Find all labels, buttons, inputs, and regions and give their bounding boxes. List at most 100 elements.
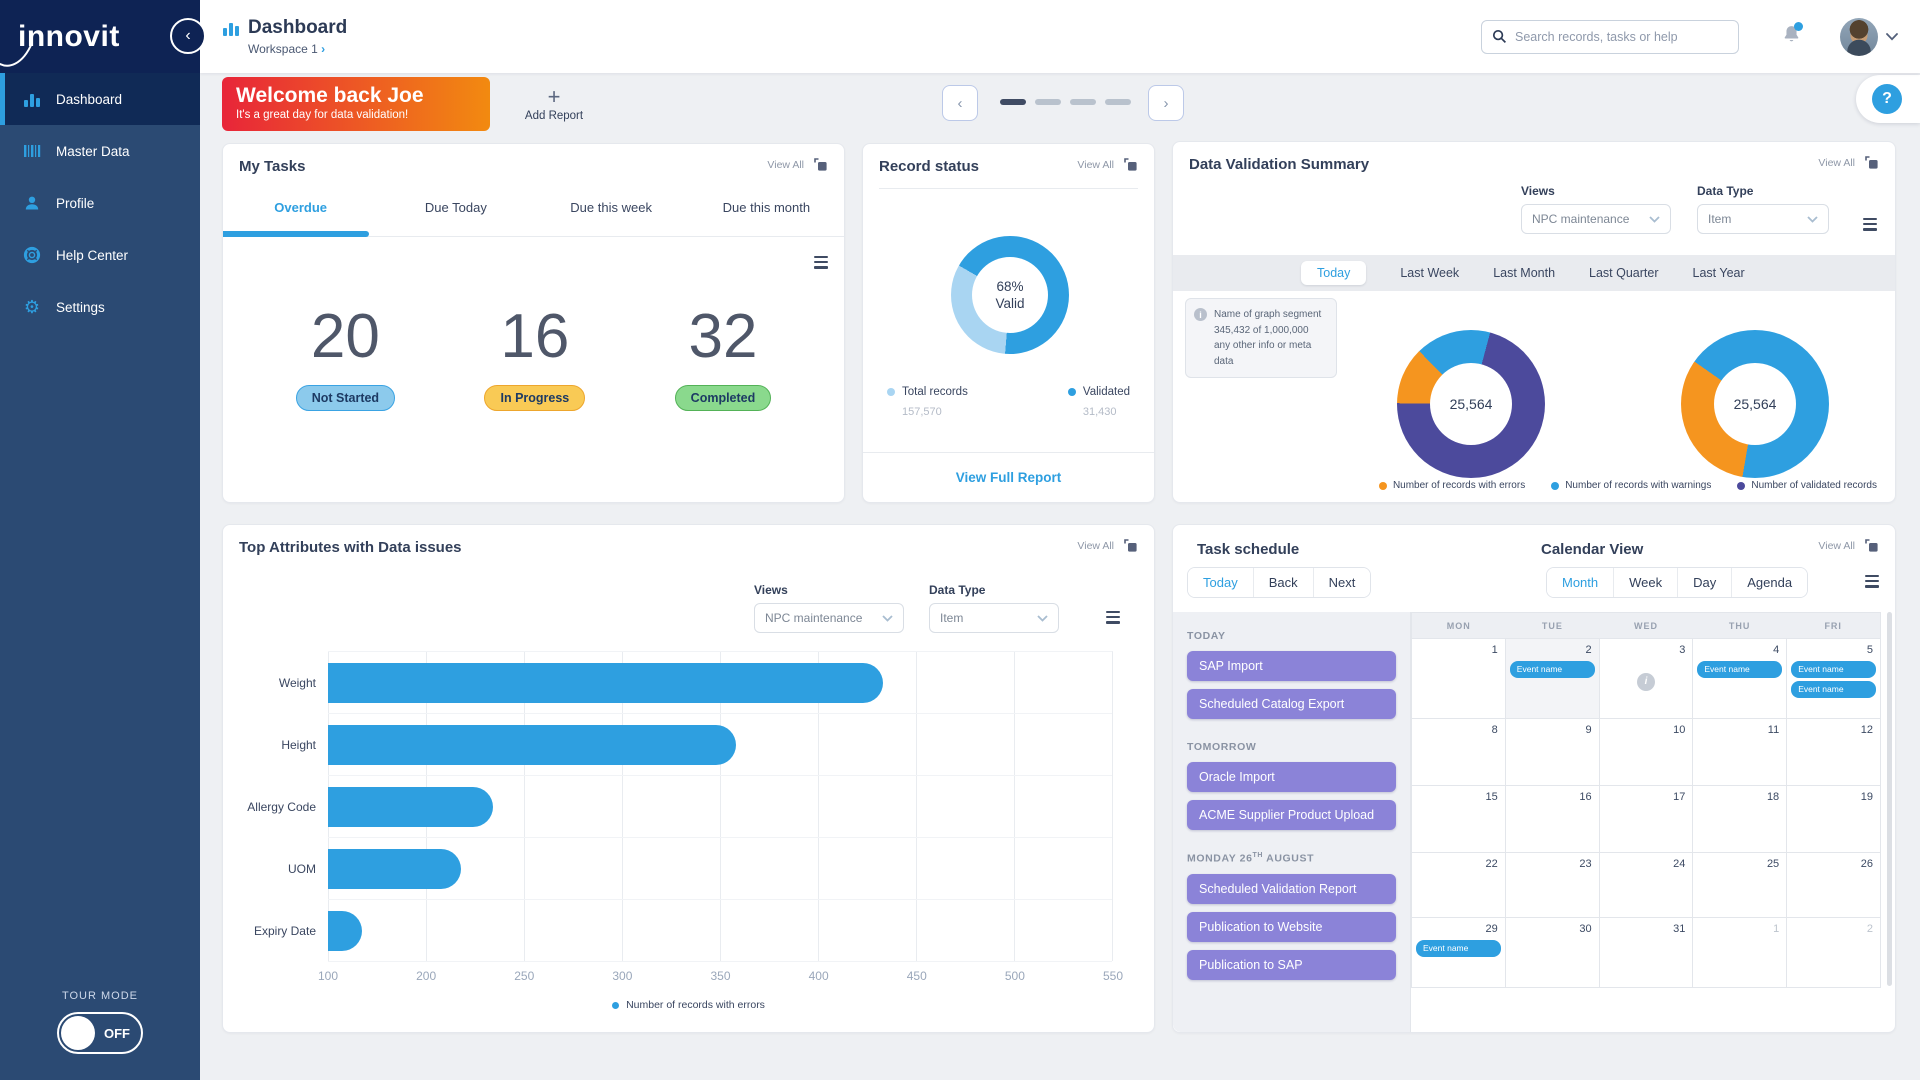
calendar-date: 11 — [1767, 724, 1780, 736]
info-icon[interactable]: i — [1636, 672, 1655, 691]
search-input[interactable] — [1515, 29, 1728, 44]
schedule-back-button[interactable]: Back — [1253, 568, 1314, 597]
calendar-day-cell[interactable]: 9 — [1505, 719, 1600, 786]
data-type-select[interactable]: Item — [929, 603, 1059, 633]
add-report-button[interactable]: + Add Report — [524, 84, 584, 122]
schedule-next-button[interactable]: Next — [1313, 568, 1371, 597]
calendar-day-cell[interactable]: 19 — [1787, 786, 1881, 853]
task-acme-supplier-product-upload-button[interactable]: ACME Supplier Product Upload — [1187, 800, 1396, 830]
tour-mode-toggle[interactable]: OFF — [57, 1012, 143, 1054]
sidebar-item-master-data[interactable]: Master Data — [0, 125, 200, 177]
calendar-day-cell[interactable]: 1 — [1412, 639, 1506, 719]
range-tab-last-quarter[interactable]: Last Quarter — [1589, 266, 1659, 280]
calendar-day-cell[interactable]: 2 — [1787, 918, 1881, 988]
views-select[interactable]: NPC maintenance — [1521, 204, 1671, 234]
range-tab-last-month[interactable]: Last Month — [1493, 266, 1556, 280]
sidebar-item-dashboard[interactable]: Dashboard — [0, 73, 200, 125]
carousel-next-button[interactable]: › — [1148, 85, 1184, 121]
calendar-day-cell[interactable]: 11 — [1693, 719, 1788, 786]
calendar-week-button[interactable]: Week — [1614, 568, 1679, 597]
calendar-day-cell[interactable]: 4 Event name — [1693, 639, 1788, 719]
schedule-today-button[interactable]: Today — [1188, 568, 1254, 597]
task-oracle-import-button[interactable]: Oracle Import — [1187, 762, 1396, 792]
views-select[interactable]: NPC maintenance — [754, 603, 904, 633]
calendar-day-cell[interactable]: 16 — [1505, 786, 1600, 853]
sidebar-item-profile[interactable]: Profile — [0, 177, 200, 229]
range-tab-today[interactable]: Today — [1301, 261, 1367, 285]
tab-overdue[interactable]: Overdue — [274, 200, 327, 215]
calendar-day-cell[interactable]: 29 Event name — [1412, 918, 1506, 988]
breadcrumb[interactable]: Workspace 1 › — [248, 42, 326, 56]
calendar-event[interactable]: Event name — [1791, 681, 1876, 698]
calendar-day-cell[interactable]: 25 — [1693, 853, 1788, 918]
carousel-dot[interactable] — [1105, 99, 1131, 105]
expand-icon[interactable] — [1865, 156, 1879, 170]
task-publication-to-website-button[interactable]: Publication to Website — [1187, 911, 1396, 942]
range-tab-last-week[interactable]: Last Week — [1400, 266, 1460, 280]
calendar-event[interactable]: Event name — [1509, 661, 1595, 678]
help-button[interactable]: ? — [1856, 75, 1920, 123]
view-full-report-link[interactable]: View Full Report — [955, 470, 1062, 485]
calendar-day-cell[interactable]: 23 — [1505, 853, 1600, 918]
view-all-link[interactable]: View All — [1077, 159, 1114, 171]
calendar-day-button[interactable]: Day — [1678, 568, 1733, 597]
calendar-day-cell[interactable]: 17 — [1599, 786, 1694, 853]
expand-icon[interactable] — [1124, 539, 1138, 553]
carousel-dot[interactable] — [1000, 99, 1026, 105]
tab-due-this-week[interactable]: Due this week — [570, 200, 652, 215]
carousel-prev-button[interactable]: ‹ — [942, 85, 978, 121]
calendar-day-cell[interactable]: 15 — [1412, 786, 1506, 853]
expand-icon[interactable] — [814, 158, 828, 172]
calendar-day-cell[interactable]: 18 — [1693, 786, 1788, 853]
expand-icon[interactable] — [1865, 539, 1879, 553]
carousel-dot[interactable] — [1035, 99, 1061, 105]
task-scheduled-validation-report-button[interactable]: Scheduled Validation Report — [1187, 873, 1396, 904]
menu-icon[interactable] — [814, 256, 828, 269]
chevron-down-icon[interactable] — [1886, 32, 1898, 41]
calendar-month-button[interactable]: Month — [1547, 568, 1615, 597]
menu-icon[interactable] — [1863, 218, 1877, 231]
calendar-day-cell[interactable]: 24 — [1599, 853, 1694, 918]
calendar-agenda-button[interactable]: Agenda — [1732, 568, 1808, 597]
sidebar-item-settings[interactable]: ⚙ Settings — [0, 281, 200, 333]
user-avatar[interactable] — [1840, 17, 1878, 56]
expand-icon[interactable] — [1124, 158, 1138, 172]
calendar-day-cell[interactable]: 31 — [1599, 918, 1694, 988]
view-all-link[interactable]: View All — [1818, 157, 1855, 169]
calendar-event[interactable]: Event name — [1416, 940, 1501, 957]
search-box[interactable] — [1481, 19, 1739, 54]
carousel-dot[interactable] — [1070, 99, 1096, 105]
view-all-link[interactable]: View All — [1818, 540, 1855, 552]
menu-icon[interactable] — [1865, 575, 1879, 588]
calendar-day-cell[interactable]: 5 Event name Event name — [1787, 639, 1881, 719]
calendar-day-cell[interactable]: 22 — [1412, 853, 1506, 918]
axis-tick-label: 350 — [710, 969, 731, 983]
task-scheduled-catalog-export-button[interactable]: Scheduled Catalog Export — [1187, 689, 1396, 719]
sidebar-collapse-button[interactable]: ‹ — [170, 18, 206, 54]
donut-center-value: 68% — [996, 279, 1024, 294]
calendar-scrollbar[interactable] — [1887, 612, 1892, 986]
menu-icon[interactable] — [1106, 611, 1120, 624]
view-all-link[interactable]: View All — [1077, 540, 1114, 552]
calendar-day-cell[interactable]: 10 — [1599, 719, 1694, 786]
calendar-day-cell[interactable]: 30 — [1505, 918, 1600, 988]
task-publication-to-sap-button[interactable]: Publication to SAP — [1187, 949, 1396, 980]
range-tab-last-year[interactable]: Last Year — [1692, 266, 1745, 280]
x-axis-ticks: 100 200 250 300 350 400 450 500 550 — [318, 969, 1123, 983]
calendar-day-cell[interactable]: 1 — [1693, 918, 1788, 988]
data-type-select[interactable]: Item — [1697, 204, 1829, 234]
calendar-day-cell[interactable]: 12 — [1787, 719, 1881, 786]
sidebar-item-help-center[interactable]: Help Center — [0, 229, 200, 281]
notifications-bell-icon[interactable] — [1781, 21, 1803, 50]
task-sap-import-button[interactable]: SAP Import — [1187, 651, 1396, 681]
legend-item: Number of records with warnings — [1551, 480, 1711, 491]
tab-due-this-month[interactable]: Due this month — [722, 200, 811, 215]
tab-due-today[interactable]: Due Today — [424, 200, 487, 215]
calendar-day-cell[interactable]: 2 Event name — [1505, 639, 1600, 719]
calendar-event[interactable]: Event name — [1697, 661, 1783, 678]
calendar-event[interactable]: Event name — [1791, 661, 1876, 678]
calendar-day-cell[interactable]: 26 — [1787, 853, 1881, 918]
calendar-day-cell[interactable]: 8 — [1412, 719, 1506, 786]
view-all-link[interactable]: View All — [767, 159, 804, 171]
